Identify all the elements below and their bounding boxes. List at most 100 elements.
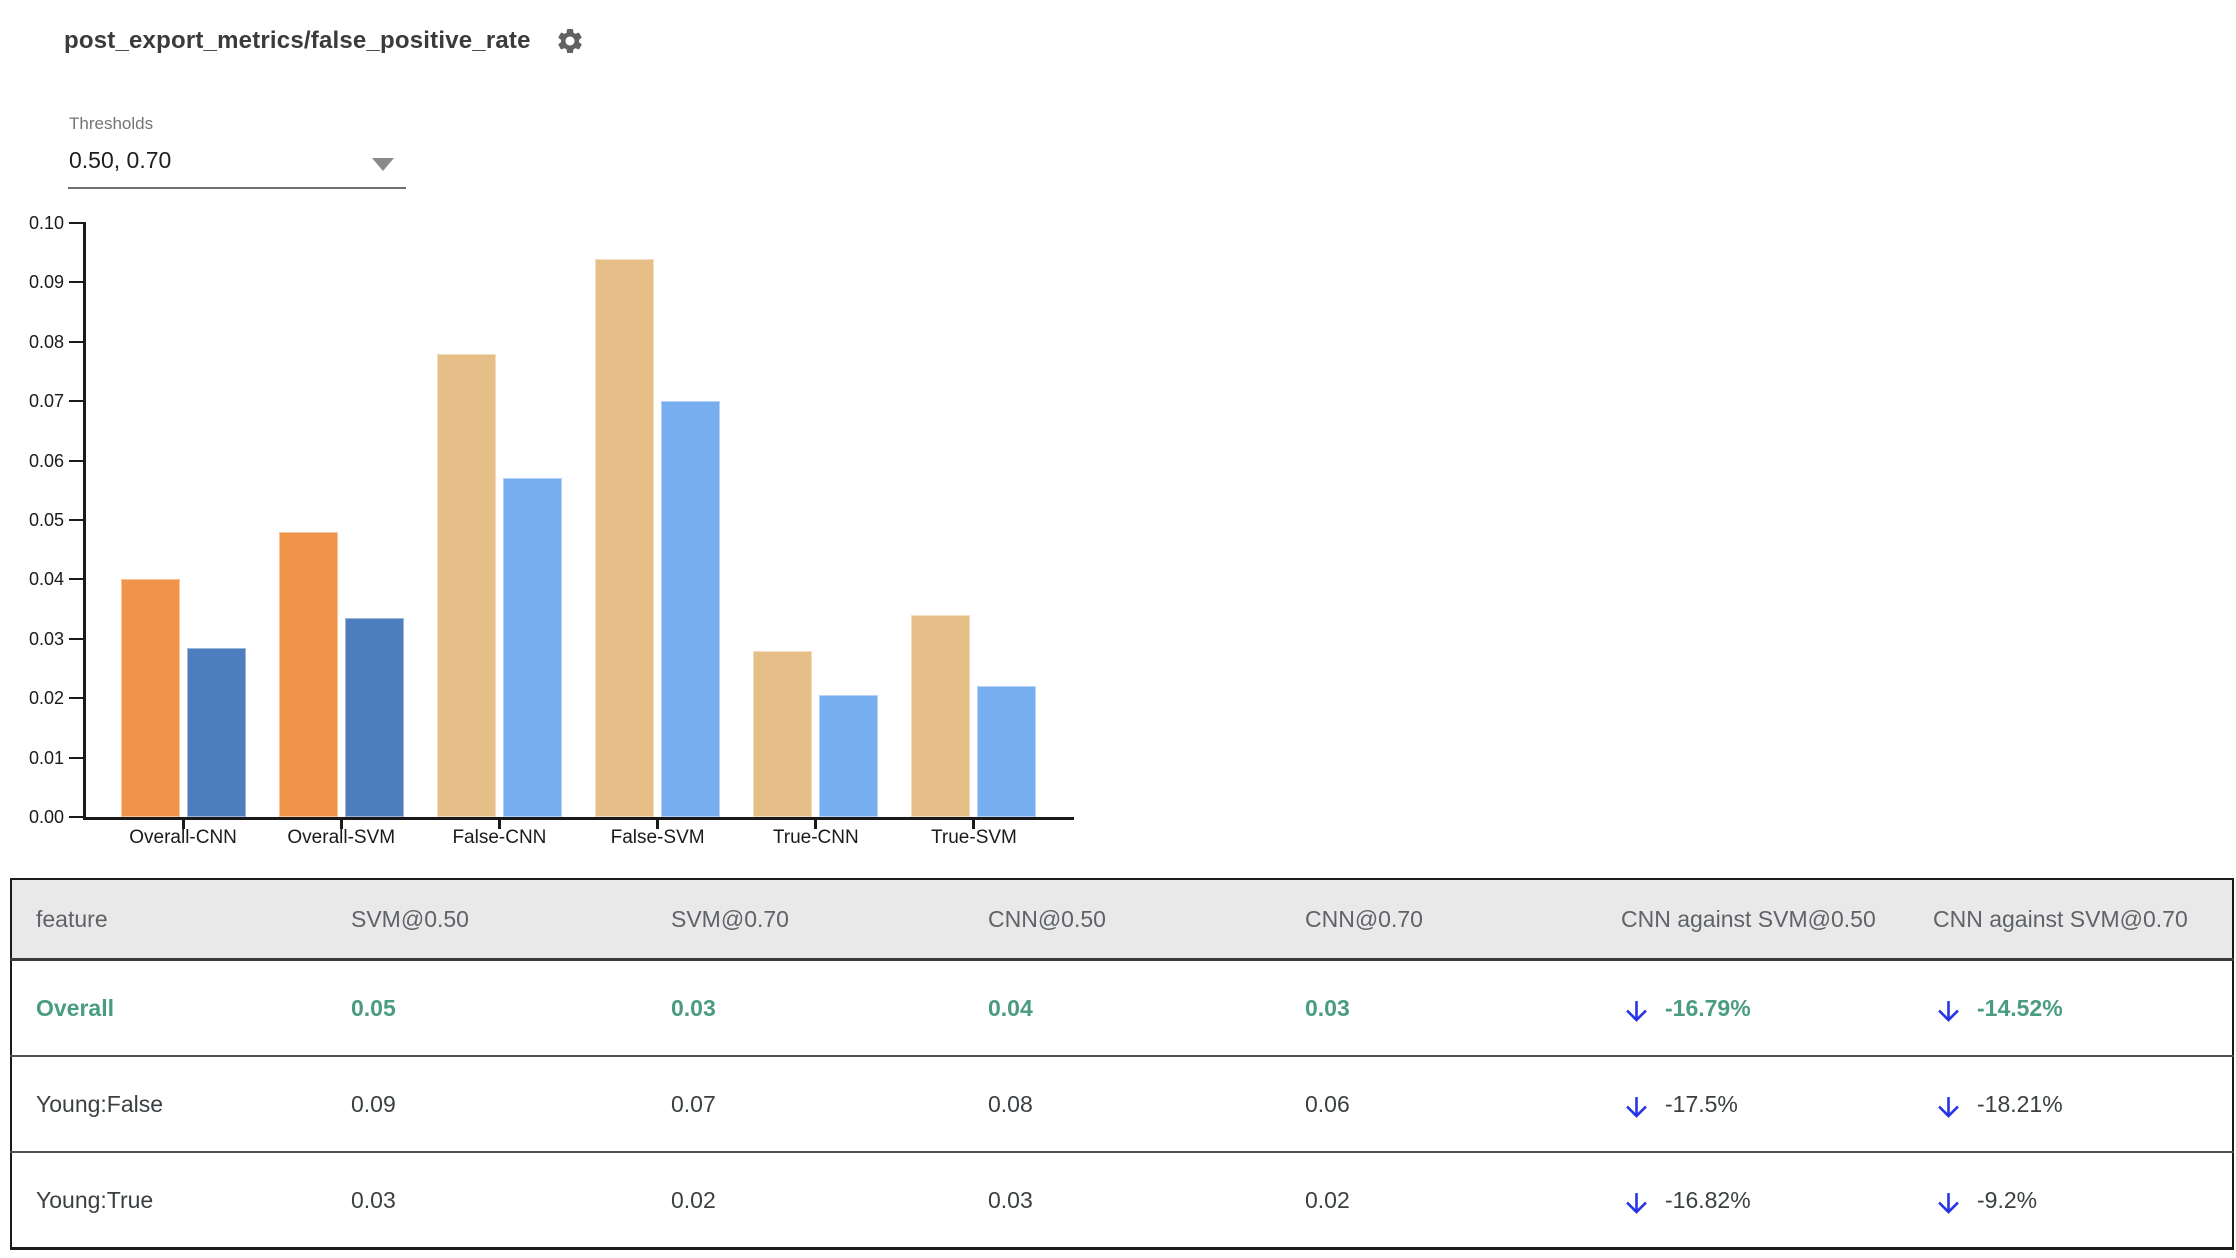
y-axis-tick-mark (69, 519, 83, 521)
settings-gear-icon[interactable] (555, 26, 585, 56)
false-positive-rate-bar-chart: 0.00 0.01 0.02 0.03 0.04 0.05 0.06 0.07 0.08 0.09… (0, 0, 1100, 880)
arrow-down-icon (1938, 1192, 1959, 1214)
y-axis-tick-label: 0.07 (28, 391, 64, 412)
y-axis-tick-label: 0.08 (28, 331, 64, 352)
comparison-cell: -18.21% (1909, 1055, 2233, 1152)
delta-down: -16.82% (1621, 1185, 1899, 1216)
table-row-young-false: Young:False 0.09 0.07 0.08 0.06 -17.5% -18.21% (11, 1055, 2233, 1152)
metric-cell: 0.05 (351, 994, 396, 1021)
y-axis-tick-label: 0.09 (28, 272, 64, 293)
metric-cell: 0.03 (1305, 994, 1350, 1021)
bar-true-svm-t0.70 (977, 686, 1037, 817)
column-header-0: feature (11, 879, 327, 961)
comparison-cell: -16.79% (1597, 960, 1909, 1057)
metric-cell: 0.08 (964, 1055, 1281, 1152)
bar-group-true-cnn (737, 223, 895, 817)
feature-cell: Overall (36, 994, 114, 1021)
thresholds-select[interactable]: Thresholds 0.50, 0.70 (68, 111, 406, 189)
chart-plot-area (104, 223, 1053, 817)
y-axis-tick-label: 0.10 (28, 213, 64, 233)
metric-cell: 0.06 (1281, 1055, 1597, 1152)
bar-group-true-svm (895, 223, 1053, 817)
arrow-down-icon (1938, 1096, 1959, 1118)
table-row-young-true: Young:True 0.03 0.02 0.03 0.02 -16.82% -9.2% (11, 1151, 2233, 1249)
thresholds-value: 0.50, 0.70 (69, 147, 172, 173)
x-axis-tick-mark (339, 820, 343, 829)
metric-cell: 0.02 (1281, 1151, 1597, 1249)
delta-value: -9.2% (1977, 1186, 2038, 1213)
bar-false-svm-t0.50 (595, 259, 655, 817)
column-header-2: SVM@0.70 (647, 879, 964, 961)
metric-cell: 0.07 (647, 1055, 964, 1152)
x-axis-label-true-cnn: True-CNN (772, 827, 859, 848)
arrow-down-icon (1938, 1000, 1959, 1022)
x-axis-label-overall-cnn: Overall-CNN (129, 827, 237, 848)
bar-group-overall-cnn (104, 223, 262, 817)
metric-cell: 0.02 (647, 1151, 964, 1249)
bar-true-svm-t0.50 (911, 615, 971, 817)
x-axis-tick-mark (814, 820, 818, 829)
column-header-5: CNN against SVM@0.50 (1597, 879, 1909, 961)
bar-overall-cnn-t0.50 (120, 579, 180, 817)
delta-value: -14.52% (1977, 994, 2063, 1021)
x-axis-tick-mark (497, 820, 501, 829)
y-axis-tick-mark (69, 281, 83, 284)
y-axis-tick-label: 0.02 (28, 688, 64, 709)
x-axis-label-false-cnn: False-CNN (452, 827, 547, 848)
delta-value: -16.82% (1665, 1186, 1751, 1213)
metrics-table: feature SVM@0.50 SVM@0.70 CNN@0.50 CNN@0.70 C… (10, 878, 2234, 1250)
y-axis-tick-label: 0.06 (28, 450, 64, 471)
y-axis-tick-mark (69, 816, 83, 818)
metric-cell: 0.03 (327, 1151, 647, 1249)
y-axis-tick-mark (69, 222, 83, 224)
x-axis-label-false-svm: False-SVM (610, 827, 705, 848)
delta-value: -17.5% (1665, 1090, 1738, 1117)
x-axis-label-true-svm: True-SVM (931, 827, 1017, 848)
bar-false-svm-t0.70 (661, 401, 721, 817)
y-axis-tick-label: 0.05 (28, 510, 64, 530)
x-axis-tick-mark (972, 820, 976, 829)
delta-down: -9.2% (1933, 1185, 2222, 1216)
comparison-cell: -14.52% (1909, 960, 2233, 1057)
column-header-3: CNN@0.50 (964, 879, 1281, 961)
y-axis-tick-mark (69, 578, 83, 581)
y-axis-tick-mark (69, 340, 83, 343)
column-header-4: CNN@0.70 (1281, 879, 1597, 961)
delta-down: -16.79% (1621, 993, 1899, 1024)
y-axis-tick-mark (69, 756, 83, 759)
x-axis-label-overall-svm: Overall-SVM (287, 827, 396, 848)
y-axis-tick-label: 0.00 (28, 807, 64, 827)
y-axis-tick-label: 0.03 (28, 628, 64, 649)
metric-cell: 0.03 (671, 994, 716, 1021)
feature-cell: Young:False (11, 1055, 327, 1152)
delta-value: -18.21% (1977, 1090, 2063, 1117)
arrow-down-icon (1626, 1000, 1647, 1022)
comparison-cell: -17.5% (1597, 1055, 1909, 1152)
bar-false-cnn-t0.70 (502, 478, 562, 817)
comparison-cell: -9.2% (1909, 1151, 2233, 1249)
metric-cell: 0.03 (964, 1151, 1281, 1249)
bar-overall-svm-t0.70 (344, 618, 404, 817)
bar-group-overall-svm (262, 223, 420, 817)
metric-header: post_export_metrics/false_positive_rate (64, 26, 585, 56)
bar-true-cnn-t0.70 (819, 695, 879, 817)
x-axis-line (83, 817, 1074, 820)
bar-true-cnn-t0.50 (753, 651, 813, 817)
y-axis-tick-mark (69, 637, 83, 640)
y-axis-tick-mark (69, 459, 83, 462)
table-row-overall: Overall 0.05 0.03 0.04 0.03 -16.79% -14.52% (11, 960, 2233, 1057)
y-axis-tick-mark (69, 400, 83, 403)
bar-group-false-cnn (420, 223, 578, 817)
comparison-cell: -16.82% (1597, 1151, 1909, 1249)
page-title: post_export_metrics/false_positive_rate (64, 27, 531, 54)
delta-down: -17.5% (1621, 1089, 1899, 1120)
column-header-1: SVM@0.50 (327, 879, 647, 961)
metric-cell: 0.04 (988, 994, 1033, 1021)
x-axis-tick-mark (656, 820, 660, 829)
y-axis-tick-label: 0.01 (28, 747, 64, 768)
x-axis-tick-mark (181, 820, 185, 829)
delta-down: -14.52% (1933, 993, 2222, 1024)
bar-overall-cnn-t0.70 (186, 648, 246, 817)
arrow-down-icon (1626, 1192, 1647, 1214)
y-axis-line (83, 222, 86, 820)
